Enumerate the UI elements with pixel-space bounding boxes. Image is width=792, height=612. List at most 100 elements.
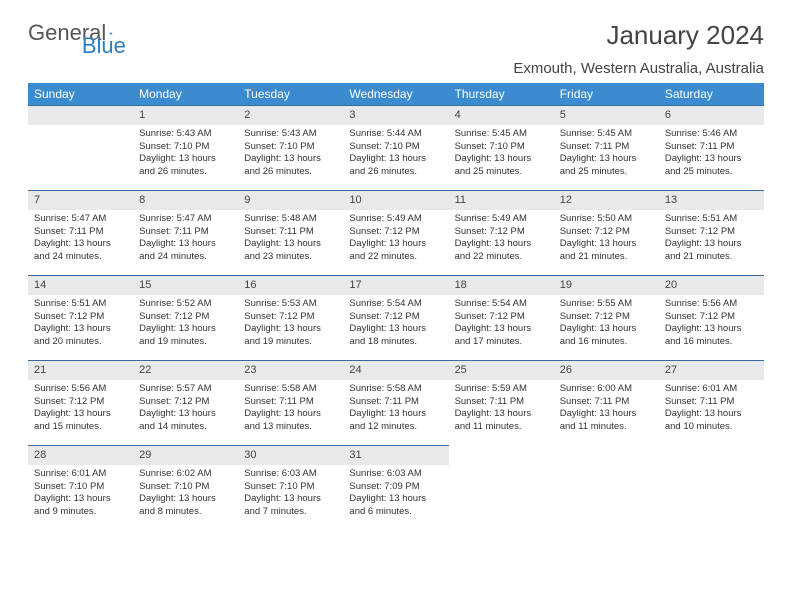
calendar-cell: 31Sunrise: 6:03 AMSunset: 7:09 PMDayligh… — [343, 445, 448, 530]
calendar-cell: 14Sunrise: 5:51 AMSunset: 7:12 PMDayligh… — [28, 275, 133, 360]
day-number: 7 — [28, 190, 133, 210]
day-number: 31 — [343, 445, 448, 465]
calendar-cell: 5Sunrise: 5:45 AMSunset: 7:11 PMDaylight… — [554, 105, 659, 190]
calendar-cell: 10Sunrise: 5:49 AMSunset: 7:12 PMDayligh… — [343, 190, 448, 275]
day-content: Sunrise: 5:59 AMSunset: 7:11 PMDaylight:… — [449, 380, 554, 438]
calendar-cell: 3Sunrise: 5:44 AMSunset: 7:10 PMDaylight… — [343, 105, 448, 190]
day-number: 14 — [28, 275, 133, 295]
calendar-row: 28Sunrise: 6:01 AMSunset: 7:10 PMDayligh… — [28, 445, 764, 530]
weekday-header: Wednesday — [343, 83, 448, 105]
day-content: Sunrise: 5:54 AMSunset: 7:12 PMDaylight:… — [343, 295, 448, 353]
day-number: 16 — [238, 275, 343, 295]
day-content: Sunrise: 5:51 AMSunset: 7:12 PMDaylight:… — [659, 210, 764, 268]
day-content: Sunrise: 5:49 AMSunset: 7:12 PMDaylight:… — [343, 210, 448, 268]
calendar-row: 14Sunrise: 5:51 AMSunset: 7:12 PMDayligh… — [28, 275, 764, 360]
day-number: 28 — [28, 445, 133, 465]
day-number: 21 — [28, 360, 133, 380]
day-content: Sunrise: 5:46 AMSunset: 7:11 PMDaylight:… — [659, 125, 764, 183]
day-content: Sunrise: 5:47 AMSunset: 7:11 PMDaylight:… — [28, 210, 133, 268]
calendar-cell: 23Sunrise: 5:58 AMSunset: 7:11 PMDayligh… — [238, 360, 343, 445]
day-content: Sunrise: 5:52 AMSunset: 7:12 PMDaylight:… — [133, 295, 238, 353]
title-block: January 2024 — [606, 20, 764, 51]
day-number: 9 — [238, 190, 343, 210]
day-number: 30 — [238, 445, 343, 465]
day-content: Sunrise: 5:48 AMSunset: 7:11 PMDaylight:… — [238, 210, 343, 268]
day-content: Sunrise: 5:45 AMSunset: 7:10 PMDaylight:… — [449, 125, 554, 183]
day-number: 8 — [133, 190, 238, 210]
empty-day-bar — [28, 105, 133, 125]
day-number: 11 — [449, 190, 554, 210]
logo-text-2: Blue — [82, 33, 126, 59]
day-content: Sunrise: 5:47 AMSunset: 7:11 PMDaylight:… — [133, 210, 238, 268]
calendar-cell: 4Sunrise: 5:45 AMSunset: 7:10 PMDaylight… — [449, 105, 554, 190]
day-content: Sunrise: 5:54 AMSunset: 7:12 PMDaylight:… — [449, 295, 554, 353]
calendar-cell: 24Sunrise: 5:58 AMSunset: 7:11 PMDayligh… — [343, 360, 448, 445]
day-number: 5 — [554, 105, 659, 125]
day-content: Sunrise: 6:03 AMSunset: 7:10 PMDaylight:… — [238, 465, 343, 523]
calendar-cell: 15Sunrise: 5:52 AMSunset: 7:12 PMDayligh… — [133, 275, 238, 360]
day-content: Sunrise: 5:49 AMSunset: 7:12 PMDaylight:… — [449, 210, 554, 268]
day-number: 27 — [659, 360, 764, 380]
month-title: January 2024 — [606, 20, 764, 51]
day-number: 6 — [659, 105, 764, 125]
day-number: 13 — [659, 190, 764, 210]
day-content: Sunrise: 6:01 AMSunset: 7:10 PMDaylight:… — [28, 465, 133, 523]
calendar-cell: 2Sunrise: 5:43 AMSunset: 7:10 PMDaylight… — [238, 105, 343, 190]
calendar-cell: 27Sunrise: 6:01 AMSunset: 7:11 PMDayligh… — [659, 360, 764, 445]
day-content: Sunrise: 5:45 AMSunset: 7:11 PMDaylight:… — [554, 125, 659, 183]
calendar-cell — [28, 105, 133, 190]
calendar-cell: 7Sunrise: 5:47 AMSunset: 7:11 PMDaylight… — [28, 190, 133, 275]
day-content: Sunrise: 6:01 AMSunset: 7:11 PMDaylight:… — [659, 380, 764, 438]
calendar-row: 1Sunrise: 5:43 AMSunset: 7:10 PMDaylight… — [28, 105, 764, 190]
calendar-cell: 9Sunrise: 5:48 AMSunset: 7:11 PMDaylight… — [238, 190, 343, 275]
day-number: 20 — [659, 275, 764, 295]
day-number: 25 — [449, 360, 554, 380]
calendar-cell — [659, 445, 764, 530]
day-content: Sunrise: 6:02 AMSunset: 7:10 PMDaylight:… — [133, 465, 238, 523]
calendar-cell: 8Sunrise: 5:47 AMSunset: 7:11 PMDaylight… — [133, 190, 238, 275]
calendar-cell: 21Sunrise: 5:56 AMSunset: 7:12 PMDayligh… — [28, 360, 133, 445]
calendar-cell — [449, 445, 554, 530]
day-content: Sunrise: 5:43 AMSunset: 7:10 PMDaylight:… — [133, 125, 238, 183]
calendar-cell: 30Sunrise: 6:03 AMSunset: 7:10 PMDayligh… — [238, 445, 343, 530]
day-number: 4 — [449, 105, 554, 125]
day-number: 12 — [554, 190, 659, 210]
weekday-header: Tuesday — [238, 83, 343, 105]
day-content: Sunrise: 5:50 AMSunset: 7:12 PMDaylight:… — [554, 210, 659, 268]
location: Exmouth, Western Australia, Australia — [28, 60, 764, 77]
day-number: 23 — [238, 360, 343, 380]
day-content: Sunrise: 5:44 AMSunset: 7:10 PMDaylight:… — [343, 125, 448, 183]
calendar-cell: 19Sunrise: 5:55 AMSunset: 7:12 PMDayligh… — [554, 275, 659, 360]
day-content: Sunrise: 5:58 AMSunset: 7:11 PMDaylight:… — [238, 380, 343, 438]
day-number: 15 — [133, 275, 238, 295]
day-content: Sunrise: 5:58 AMSunset: 7:11 PMDaylight:… — [343, 380, 448, 438]
calendar-cell: 12Sunrise: 5:50 AMSunset: 7:12 PMDayligh… — [554, 190, 659, 275]
day-content: Sunrise: 6:03 AMSunset: 7:09 PMDaylight:… — [343, 465, 448, 523]
day-number: 3 — [343, 105, 448, 125]
day-content: Sunrise: 5:56 AMSunset: 7:12 PMDaylight:… — [28, 380, 133, 438]
day-number: 29 — [133, 445, 238, 465]
calendar-cell — [554, 445, 659, 530]
calendar-row: 21Sunrise: 5:56 AMSunset: 7:12 PMDayligh… — [28, 360, 764, 445]
calendar-cell: 1Sunrise: 5:43 AMSunset: 7:10 PMDaylight… — [133, 105, 238, 190]
calendar-row: 7Sunrise: 5:47 AMSunset: 7:11 PMDaylight… — [28, 190, 764, 275]
day-content: Sunrise: 5:43 AMSunset: 7:10 PMDaylight:… — [238, 125, 343, 183]
day-content: Sunrise: 5:51 AMSunset: 7:12 PMDaylight:… — [28, 295, 133, 353]
calendar-cell: 17Sunrise: 5:54 AMSunset: 7:12 PMDayligh… — [343, 275, 448, 360]
day-content: Sunrise: 5:55 AMSunset: 7:12 PMDaylight:… — [554, 295, 659, 353]
day-number: 26 — [554, 360, 659, 380]
calendar-cell: 18Sunrise: 5:54 AMSunset: 7:12 PMDayligh… — [449, 275, 554, 360]
day-content: Sunrise: 5:56 AMSunset: 7:12 PMDaylight:… — [659, 295, 764, 353]
day-number: 22 — [133, 360, 238, 380]
weekday-header: Monday — [133, 83, 238, 105]
weekday-header: Sunday — [28, 83, 133, 105]
weekday-header: Saturday — [659, 83, 764, 105]
calendar-cell: 28Sunrise: 6:01 AMSunset: 7:10 PMDayligh… — [28, 445, 133, 530]
day-content: Sunrise: 6:00 AMSunset: 7:11 PMDaylight:… — [554, 380, 659, 438]
day-number: 19 — [554, 275, 659, 295]
day-number: 2 — [238, 105, 343, 125]
day-content: Sunrise: 5:57 AMSunset: 7:12 PMDaylight:… — [133, 380, 238, 438]
calendar-cell: 11Sunrise: 5:49 AMSunset: 7:12 PMDayligh… — [449, 190, 554, 275]
calendar-cell: 22Sunrise: 5:57 AMSunset: 7:12 PMDayligh… — [133, 360, 238, 445]
day-number: 18 — [449, 275, 554, 295]
